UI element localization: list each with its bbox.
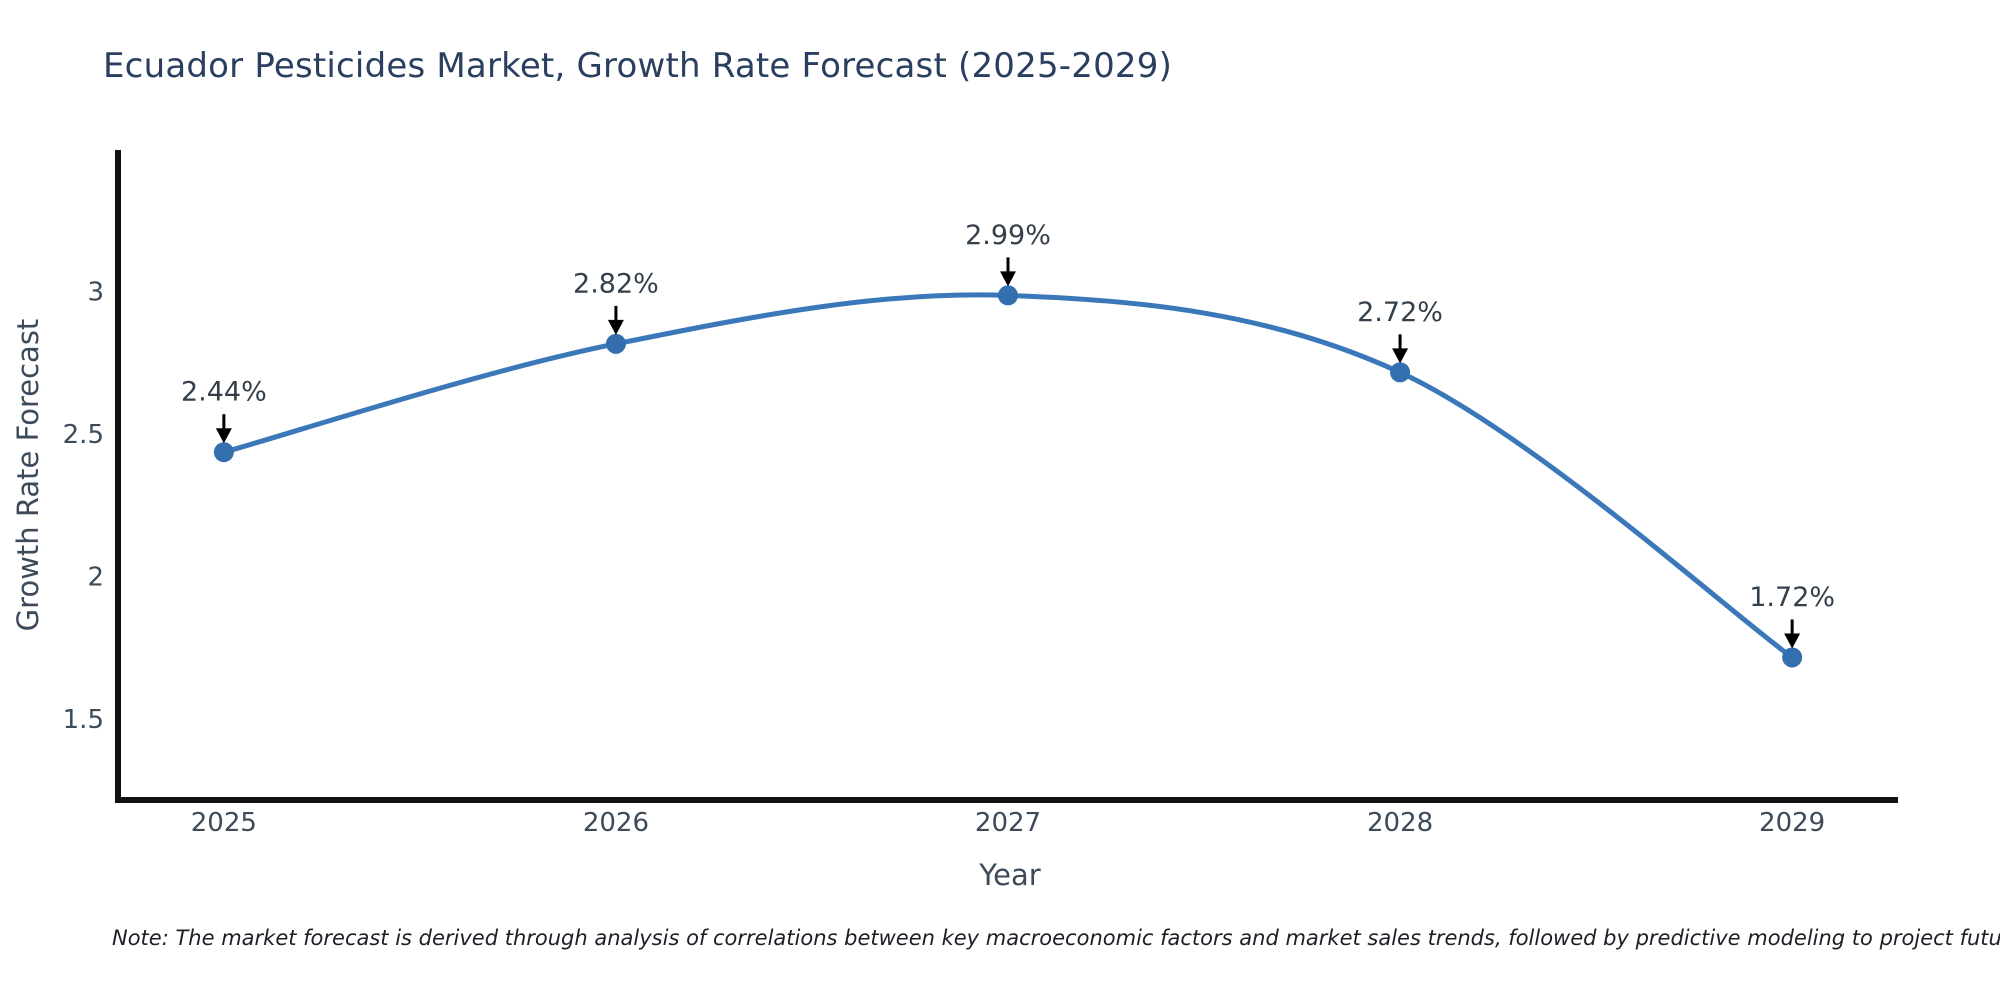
annotation-arrowhead-icon (607, 319, 624, 335)
data-points (213, 285, 1803, 668)
y-tick-label: 3 (87, 278, 104, 308)
annotation: 2.82% (573, 268, 659, 335)
footnote: Note: The market forecast is derived thr… (112, 926, 2000, 950)
x-tick-label: 2029 (1759, 808, 1825, 838)
annotation-label: 2.72% (1357, 297, 1443, 328)
y-tick-label: 1.5 (63, 705, 104, 735)
forecast-line (221, 292, 1795, 660)
x-tick-label: 2025 (191, 808, 257, 838)
data-point-marker (213, 442, 234, 463)
data-point-marker (1390, 362, 1411, 383)
x-tick-label: 2026 (583, 808, 649, 838)
annotation-label: 2.99% (965, 220, 1051, 251)
data-point-marker (605, 333, 626, 354)
x-tick-labels: 2025 2026 2027 2028 2029 (191, 808, 1825, 838)
chart-title: Ecuador Pesticides Market, Growth Rate F… (103, 46, 1173, 86)
annotation-arrowhead-icon (1392, 348, 1409, 364)
annotation: 2.72% (1357, 297, 1443, 364)
annotation-label: 2.82% (573, 268, 659, 299)
x-axis-title: Year (979, 858, 1041, 892)
annotation-arrowhead-icon (1000, 271, 1016, 287)
y-tick-label: 2 (87, 563, 104, 593)
annotation: 1.72% (1749, 582, 1835, 649)
annotation-label: 1.72% (1749, 582, 1835, 613)
annotation: 2.99% (965, 220, 1051, 287)
annotation: 2.44% (181, 377, 267, 444)
annotation-arrowhead-icon (1784, 633, 1801, 649)
y-tick-labels: 1.5 2 2.5 3 (63, 278, 104, 736)
y-tick-label: 2.5 (63, 420, 104, 450)
annotation-arrowhead-icon (215, 428, 232, 444)
x-tick-label: 2027 (975, 808, 1041, 838)
data-point-marker (998, 285, 1018, 306)
annotation-label: 2.44% (181, 377, 267, 408)
x-tick-label: 2028 (1367, 808, 1433, 838)
data-point-marker (1782, 647, 1803, 668)
point-annotations: 2.44% 2.82% 2.99% 2.72% 1.72% (181, 220, 1835, 649)
